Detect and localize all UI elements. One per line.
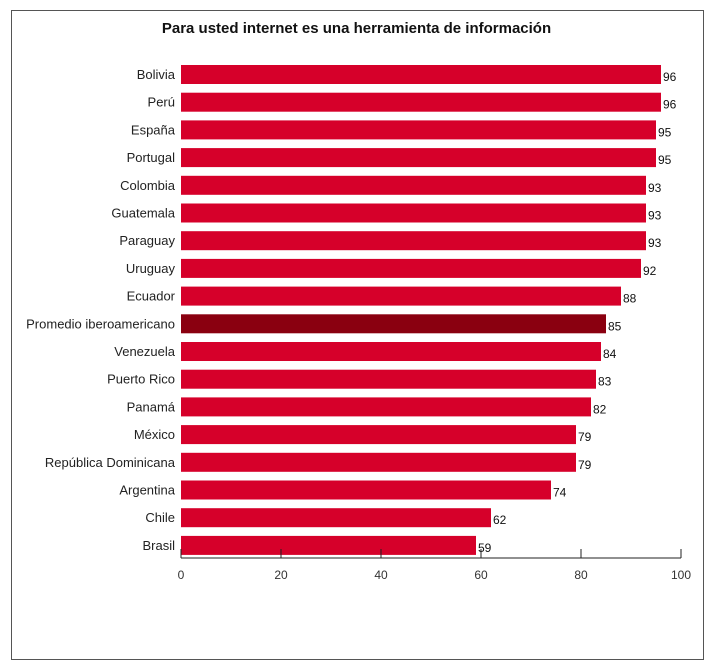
category-label: Colombia xyxy=(120,178,176,193)
category-label: España xyxy=(131,122,176,137)
value-label: 84 xyxy=(603,347,617,361)
category-label: Uruguay xyxy=(126,261,176,276)
x-tick-label: 40 xyxy=(374,568,388,582)
bar xyxy=(181,369,596,389)
value-label: 96 xyxy=(663,70,677,84)
category-label: México xyxy=(134,427,175,442)
bar xyxy=(181,148,656,168)
value-label: 62 xyxy=(493,513,507,527)
chart-title: Para usted internet es una herramienta d… xyxy=(161,20,552,37)
bar xyxy=(181,175,646,195)
category-label: Brasil xyxy=(142,538,175,553)
bar xyxy=(181,286,621,306)
category-label: Bolivia xyxy=(137,67,176,82)
bar xyxy=(181,508,491,528)
value-label: 96 xyxy=(663,98,677,112)
bar xyxy=(181,480,551,500)
category-label: Portugal xyxy=(127,150,176,165)
bar xyxy=(181,65,661,84)
bar xyxy=(181,397,591,417)
category-label: Venezuela xyxy=(114,344,175,359)
value-label: 79 xyxy=(578,430,592,444)
bar xyxy=(181,92,661,112)
category-label: Argentina xyxy=(119,483,175,498)
value-label: 95 xyxy=(658,153,672,167)
category-label: Chile xyxy=(145,510,175,525)
bar xyxy=(181,425,576,445)
bar xyxy=(181,452,576,472)
value-label: 95 xyxy=(658,125,672,139)
value-label: 74 xyxy=(553,486,567,500)
category-label: Puerto Rico xyxy=(107,372,175,387)
category-label: Perú xyxy=(148,95,175,110)
value-label: 82 xyxy=(593,402,607,416)
x-tick-label: 20 xyxy=(274,568,288,582)
bar xyxy=(181,231,646,251)
category-label: Promedio iberoamericano xyxy=(26,316,175,331)
category-label: Guatemala xyxy=(111,206,175,221)
bar xyxy=(181,342,601,361)
value-label: 88 xyxy=(623,292,637,306)
x-axis: 0 20 40 60 80 100 xyxy=(178,549,691,582)
bar-chart: Bolivia 96 Perú 96 España 95 Portugal 95 Colombi… xyxy=(26,65,691,582)
x-tick-label: 100 xyxy=(671,568,691,582)
bars-group: Bolivia 96 Perú 96 España 95 Portugal 95 Colombi… xyxy=(26,65,677,555)
bar xyxy=(181,203,646,223)
x-tick-label: 80 xyxy=(574,568,588,582)
value-label: 93 xyxy=(648,209,662,223)
value-label: 93 xyxy=(648,236,662,250)
value-label: 59 xyxy=(478,541,492,555)
bar xyxy=(181,120,656,140)
value-label: 85 xyxy=(608,319,622,333)
category-label: República Dominicana xyxy=(45,455,176,470)
value-label: 83 xyxy=(598,375,612,389)
bar xyxy=(181,314,606,334)
value-label: 93 xyxy=(648,181,662,195)
x-tick-label: 60 xyxy=(474,568,488,582)
bar xyxy=(181,258,641,278)
category-label: Ecuador xyxy=(127,289,176,304)
category-label: Paraguay xyxy=(119,233,175,248)
x-tick-label: 0 xyxy=(178,568,185,582)
category-label: Panamá xyxy=(127,399,176,414)
value-label: 92 xyxy=(643,264,657,278)
bar xyxy=(181,535,476,555)
value-label: 79 xyxy=(578,458,592,472)
